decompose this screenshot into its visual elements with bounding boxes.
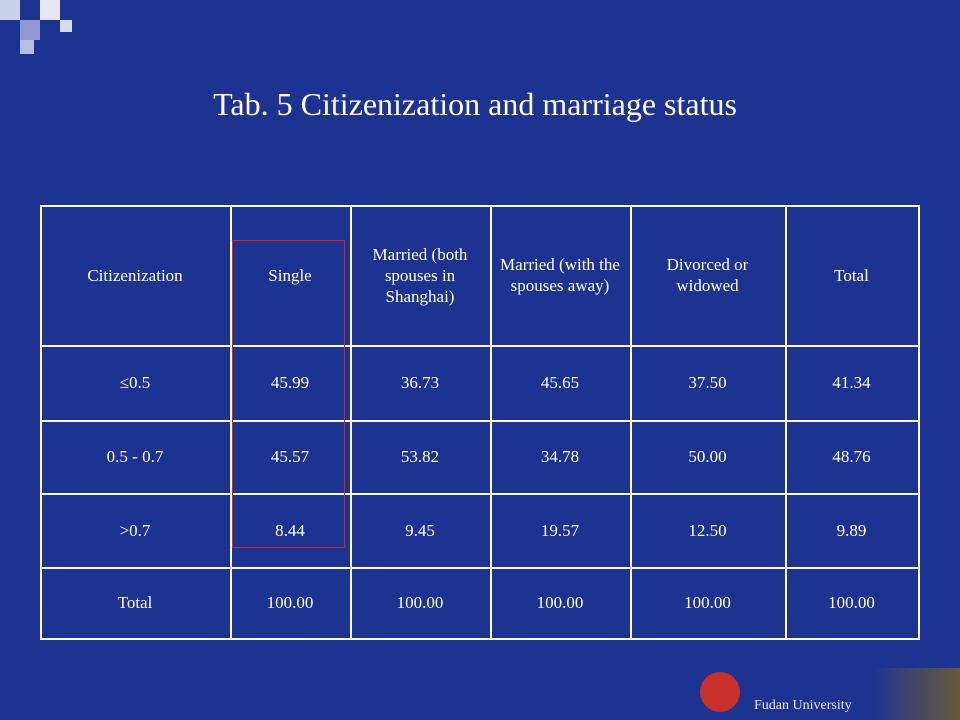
table-cell: 37.50	[688, 373, 727, 392]
header-cell: Citizenization	[87, 265, 183, 285]
table-cell: 36.73	[400, 373, 440, 392]
table-cell: 12.50	[688, 520, 727, 540]
table-border	[40, 345, 920, 347]
table-border	[40, 420, 920, 422]
table-border	[490, 205, 492, 638]
table-border	[40, 205, 920, 207]
table-border	[918, 205, 920, 638]
header-cell: Single	[268, 265, 312, 285]
table-cell: >0.7	[119, 520, 151, 540]
table-cell: 41.34	[832, 373, 871, 392]
table-cell: 9.89	[836, 520, 867, 540]
header-cell: Married (both spouses in Shanghai)	[372, 244, 468, 306]
header-cell: Married (with the spouses away)	[500, 255, 620, 295]
table-cell: 0.5 - 0.7	[106, 447, 164, 466]
decor	[20, 40, 34, 54]
table-cell: 100.00	[396, 593, 444, 612]
table-border	[40, 638, 920, 640]
table-border	[40, 205, 42, 638]
table-border	[785, 205, 787, 638]
logo	[700, 672, 740, 712]
footer-text: Fudan University	[754, 698, 852, 713]
table-cell: 100.00	[684, 593, 731, 612]
table-cell: 45.65	[540, 373, 580, 392]
table-border	[40, 567, 920, 569]
table-cell: Total	[117, 593, 153, 612]
table-cell: 100.00	[266, 593, 314, 612]
table-cell: 45.57	[270, 447, 310, 466]
header-cell: Total	[834, 265, 869, 285]
table-cell: 9.45	[405, 520, 435, 540]
table-cell: 50.00	[688, 447, 727, 466]
table-cell: 34.78	[540, 447, 580, 466]
table-cell: 19.57	[540, 520, 580, 540]
table-border	[40, 493, 920, 495]
table-cell: 100.00	[828, 593, 875, 612]
table-cell: 100.00	[536, 593, 584, 612]
header-cell: Divorced or widowed	[666, 255, 749, 295]
slide-title: Tab. 5 Citizenization and marriage statu…	[213, 86, 737, 122]
table-border	[350, 205, 352, 638]
table-cell: 53.82	[400, 447, 440, 466]
table-border	[230, 205, 232, 638]
decor	[0, 0, 20, 20]
decor	[40, 0, 60, 20]
logo-image	[870, 668, 960, 720]
table-border	[630, 205, 632, 638]
decor	[60, 20, 72, 32]
table-cell: 8.44	[275, 520, 305, 540]
table-cell: 48.76	[832, 447, 871, 466]
table-cell: ≤0.5	[119, 373, 151, 392]
highlight-box	[232, 240, 345, 548]
decor	[20, 20, 40, 40]
table-cell: 45.99	[270, 373, 310, 392]
